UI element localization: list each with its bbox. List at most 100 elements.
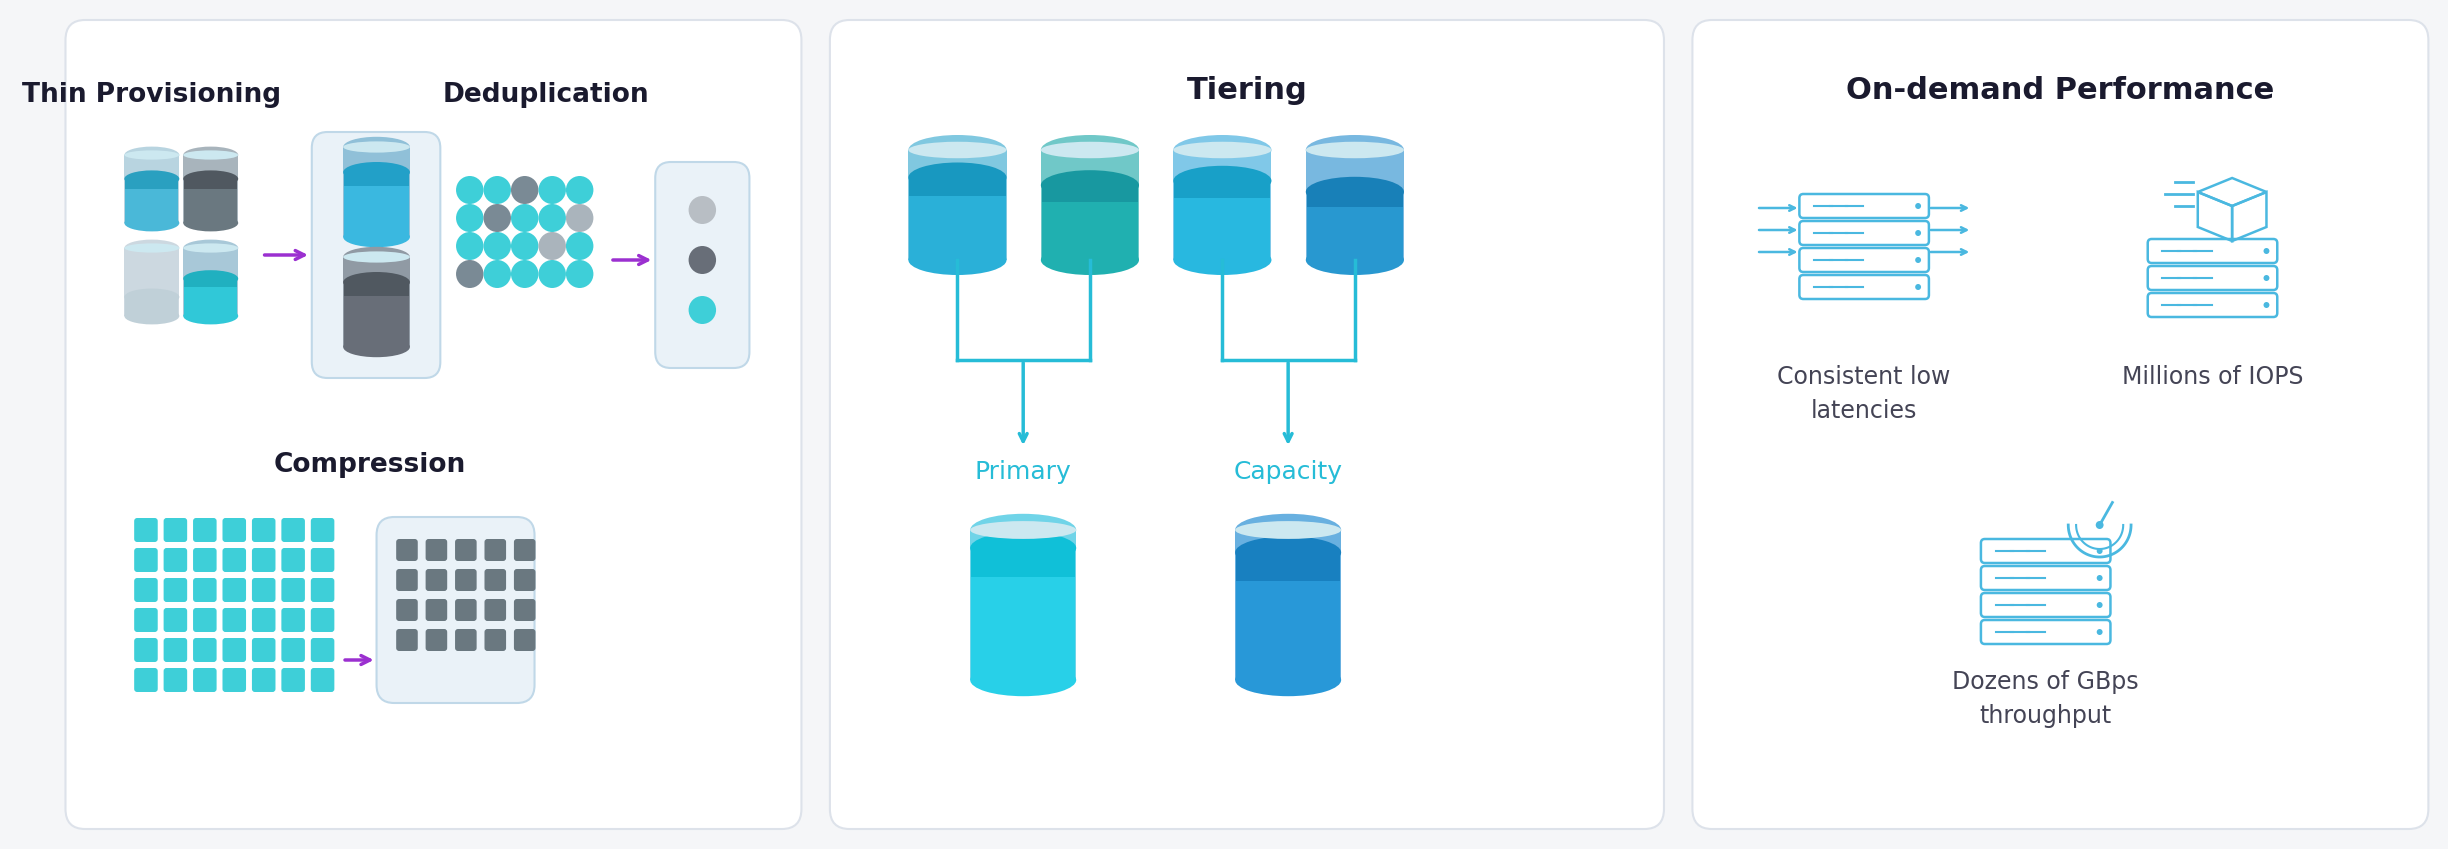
Text: Tiering: Tiering [1187,76,1307,104]
FancyBboxPatch shape [311,608,335,632]
Polygon shape [908,177,1006,195]
Circle shape [2264,248,2269,254]
Text: On-demand Performance: On-demand Performance [1846,76,2274,104]
Ellipse shape [343,137,409,157]
Circle shape [485,204,512,232]
Circle shape [2095,629,2103,635]
FancyBboxPatch shape [252,608,277,632]
FancyBboxPatch shape [514,569,536,591]
Circle shape [539,260,565,288]
Polygon shape [345,172,409,237]
Ellipse shape [1040,142,1138,158]
FancyBboxPatch shape [426,569,448,591]
Circle shape [455,176,485,204]
Polygon shape [125,179,179,188]
Ellipse shape [184,307,237,324]
Ellipse shape [125,239,179,256]
Text: Dozens of GBps
throughput: Dozens of GBps throughput [1954,670,2140,728]
Circle shape [1914,257,1922,263]
Circle shape [688,196,717,224]
Ellipse shape [184,244,237,253]
Ellipse shape [125,147,179,163]
Text: Compression: Compression [274,452,465,478]
Polygon shape [343,147,409,237]
Circle shape [512,260,539,288]
Ellipse shape [184,239,237,256]
Polygon shape [125,297,179,316]
Polygon shape [908,177,1006,260]
FancyBboxPatch shape [426,599,448,621]
Polygon shape [345,282,409,347]
FancyBboxPatch shape [135,578,157,602]
Polygon shape [125,248,179,316]
FancyBboxPatch shape [397,539,419,561]
Circle shape [485,260,512,288]
FancyBboxPatch shape [252,668,277,692]
Ellipse shape [343,247,409,267]
Polygon shape [184,155,237,223]
Ellipse shape [1040,135,1138,165]
Circle shape [1914,284,1922,290]
Polygon shape [1043,185,1138,260]
FancyBboxPatch shape [164,548,186,572]
FancyBboxPatch shape [485,629,507,651]
Ellipse shape [184,215,237,232]
FancyBboxPatch shape [485,539,507,561]
FancyBboxPatch shape [66,20,800,829]
FancyBboxPatch shape [135,548,157,572]
Ellipse shape [343,272,409,292]
FancyBboxPatch shape [377,517,534,703]
Circle shape [2095,548,2103,554]
Polygon shape [125,179,179,223]
FancyBboxPatch shape [223,608,247,632]
Ellipse shape [125,150,179,160]
FancyBboxPatch shape [193,608,215,632]
FancyBboxPatch shape [311,548,335,572]
Circle shape [512,176,539,204]
Ellipse shape [1236,521,1342,539]
FancyBboxPatch shape [397,629,419,651]
Ellipse shape [908,162,1006,193]
FancyBboxPatch shape [455,599,477,621]
FancyBboxPatch shape [164,578,186,602]
Polygon shape [1307,192,1403,207]
Polygon shape [1236,553,1339,581]
Ellipse shape [1305,135,1405,165]
Ellipse shape [1173,135,1271,165]
Ellipse shape [1305,142,1405,158]
FancyBboxPatch shape [193,548,215,572]
Polygon shape [1173,150,1271,260]
Polygon shape [1307,192,1403,260]
Ellipse shape [908,142,1006,158]
Ellipse shape [125,307,179,324]
FancyBboxPatch shape [223,548,247,572]
Circle shape [2264,275,2269,281]
FancyBboxPatch shape [455,569,477,591]
Circle shape [565,204,592,232]
Text: Primary: Primary [974,460,1072,484]
FancyBboxPatch shape [193,668,215,692]
Ellipse shape [343,227,409,247]
Polygon shape [1305,150,1405,260]
Polygon shape [184,248,237,316]
Polygon shape [1236,553,1339,680]
FancyBboxPatch shape [164,668,186,692]
Ellipse shape [184,150,237,160]
Polygon shape [184,278,237,287]
FancyBboxPatch shape [311,668,335,692]
Circle shape [539,204,565,232]
Ellipse shape [125,244,179,253]
Text: Capacity: Capacity [1234,460,1342,484]
FancyBboxPatch shape [282,608,306,632]
Ellipse shape [908,135,1006,165]
Circle shape [455,204,485,232]
FancyBboxPatch shape [282,668,306,692]
Ellipse shape [343,162,409,183]
FancyBboxPatch shape [193,578,215,602]
Ellipse shape [1040,245,1138,275]
FancyBboxPatch shape [135,668,157,692]
Polygon shape [972,548,1075,680]
Circle shape [455,232,485,260]
Ellipse shape [908,245,1006,275]
Ellipse shape [184,270,237,287]
